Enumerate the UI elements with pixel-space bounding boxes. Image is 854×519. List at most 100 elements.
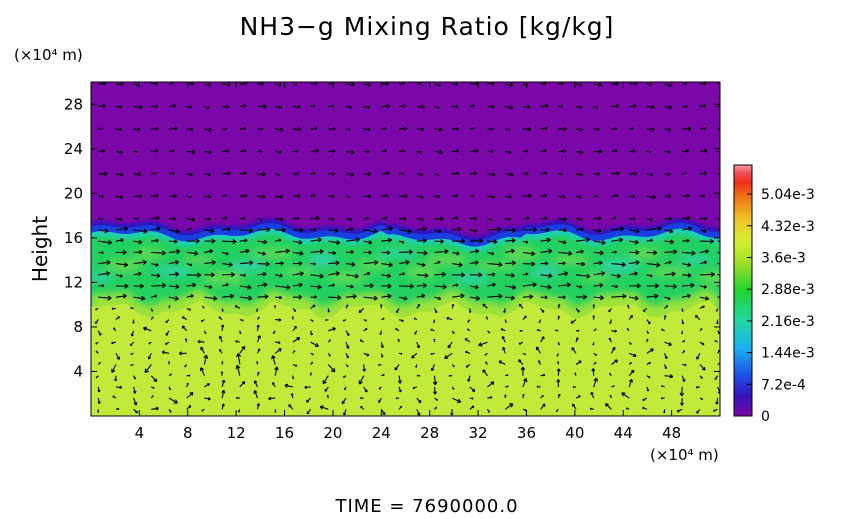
wind-vector	[522, 261, 536, 267]
wind-vector	[200, 319, 205, 322]
wind-vector	[522, 272, 529, 276]
wind-vector	[257, 271, 267, 277]
x-tick-label: 8	[183, 424, 193, 442]
wind-vector	[95, 350, 99, 354]
lower-layer	[91, 300, 720, 416]
wind-vector	[378, 363, 382, 367]
wind-vector	[133, 150, 138, 154]
wind-vector	[399, 172, 405, 176]
wind-vector	[290, 393, 294, 399]
wind-vector	[133, 217, 139, 221]
wind-vector	[538, 360, 542, 365]
wind-vector	[257, 150, 263, 153]
wind-vector	[381, 216, 387, 220]
wind-vector	[275, 273, 283, 278]
wind-vector	[505, 248, 515, 254]
wind-vector	[469, 104, 475, 108]
wind-vector	[221, 403, 225, 410]
wind-vector	[451, 397, 462, 404]
wind-vector	[328, 239, 341, 245]
wind-vector	[664, 341, 672, 346]
wind-vector	[292, 194, 301, 198]
wind-vector	[97, 397, 101, 404]
wind-vector	[699, 341, 705, 346]
wind-vector	[518, 341, 524, 345]
wind-vector	[611, 82, 619, 86]
wind-vector	[452, 293, 465, 299]
wind-vector	[540, 237, 551, 243]
wind-vector	[275, 248, 290, 254]
wind-vector	[434, 397, 438, 401]
wind-vector	[469, 272, 483, 278]
wind-vector	[646, 283, 659, 289]
wind-vector	[411, 352, 418, 359]
y-tick-label: 16	[64, 229, 83, 247]
wind-vector	[611, 193, 619, 198]
wind-vector	[505, 195, 512, 199]
wind-vector	[204, 172, 211, 177]
wind-vector	[98, 217, 103, 221]
wind-vector	[272, 382, 276, 388]
wind-vector	[661, 328, 665, 332]
wind-vector	[222, 261, 233, 268]
wind-vector	[646, 226, 662, 232]
wind-vector	[324, 386, 329, 392]
wind-vector	[540, 273, 553, 279]
wind-vector	[204, 272, 215, 278]
wind-vector	[363, 228, 378, 234]
wind-vector	[133, 375, 137, 380]
x-tick-label: 24	[372, 424, 391, 442]
wind-vector	[200, 346, 205, 354]
wind-vector	[714, 340, 718, 343]
wind-vector	[522, 193, 532, 199]
wind-vector	[505, 105, 514, 110]
wind-vector	[345, 227, 354, 232]
wind-vector	[642, 406, 648, 410]
wind-vector	[204, 259, 216, 266]
wind-vector	[98, 239, 113, 245]
wind-vector	[716, 319, 719, 325]
wind-vector	[310, 227, 317, 232]
wind-vector	[97, 330, 102, 336]
x-tick-label: 16	[275, 424, 294, 442]
wind-vector	[275, 295, 282, 300]
wind-vector	[540, 103, 549, 109]
wind-vector	[398, 240, 405, 244]
heatmap-field	[91, 82, 720, 416]
wind-vector	[381, 317, 385, 321]
wind-vector	[572, 385, 577, 389]
wind-vector	[593, 270, 606, 277]
wind-vector	[239, 381, 246, 388]
wind-vector	[469, 260, 479, 265]
wind-vector	[699, 397, 704, 401]
wind-vector	[381, 250, 391, 255]
wind-vector	[469, 148, 479, 154]
wind-vector	[628, 378, 633, 388]
wind-vector	[345, 284, 354, 289]
wind-vector	[505, 128, 510, 132]
wind-vector	[221, 361, 224, 365]
wind-vector	[575, 105, 583, 109]
wind-vector	[256, 335, 261, 343]
wind-vector	[363, 260, 379, 266]
wind-vector	[642, 307, 648, 312]
wind-vector	[381, 273, 392, 279]
wind-vector	[469, 248, 480, 254]
wind-vector	[381, 373, 385, 377]
wind-vector	[717, 128, 720, 130]
wind-vector	[115, 385, 123, 390]
wind-vector	[575, 83, 583, 87]
wind-vector	[239, 260, 254, 266]
wind-vector	[682, 363, 687, 367]
wind-vector	[257, 227, 271, 233]
wind-vector	[168, 408, 172, 413]
wind-vector	[396, 308, 400, 314]
wind-vector	[133, 239, 143, 245]
wind-vector	[664, 260, 672, 265]
wind-vector	[292, 271, 304, 277]
time-label: TIME = 7690000.0	[335, 496, 519, 517]
wind-vector	[204, 83, 211, 87]
wind-vector	[444, 352, 453, 360]
wind-vector	[239, 345, 246, 354]
wind-vector	[97, 386, 101, 393]
